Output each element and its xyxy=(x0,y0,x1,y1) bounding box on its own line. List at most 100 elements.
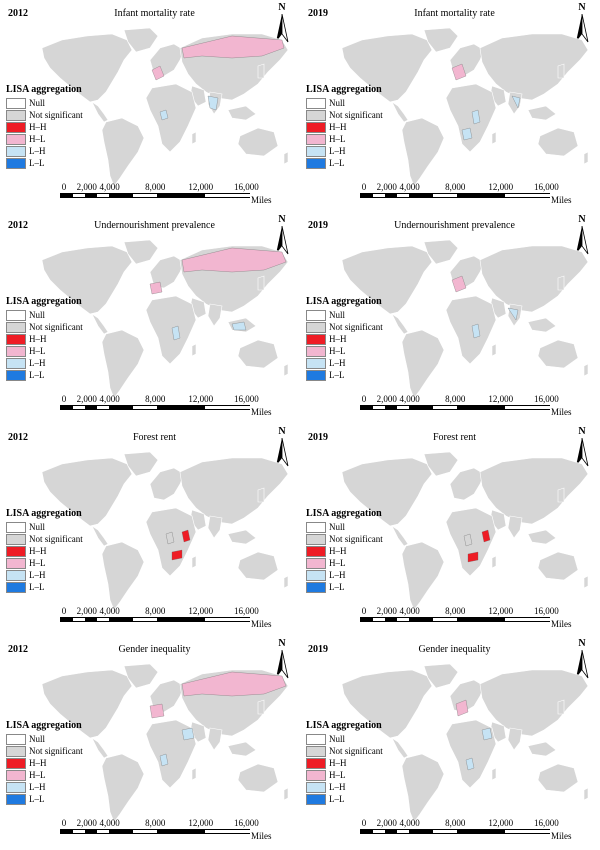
map-panel-5: 2012 Forest rent N LISA aggregation Null… xyxy=(2,424,298,634)
panel-title: Gender inequality xyxy=(418,644,491,655)
scale-unit: Miles xyxy=(251,407,272,417)
lisa-cluster-region xyxy=(171,325,181,341)
north-arrow-icon: N xyxy=(274,638,290,682)
legend-item: Not significant xyxy=(306,746,426,758)
legend-label: L–L xyxy=(29,794,45,804)
panel-title: Infant mortality rate xyxy=(414,8,495,19)
legend-swatch xyxy=(306,770,326,781)
scale-segment xyxy=(61,406,73,409)
legend-item: H–L xyxy=(306,558,426,570)
north-label: N xyxy=(578,638,586,649)
legend-swatch xyxy=(306,370,326,381)
legend-swatch xyxy=(6,794,26,805)
lisa-cluster-region xyxy=(151,65,165,81)
legend-item: L–H xyxy=(6,358,126,370)
legend-item: L–L xyxy=(306,794,426,806)
scale-segment xyxy=(361,830,373,833)
legend-swatch xyxy=(6,98,26,109)
legend-item: L–H xyxy=(6,146,126,158)
legend-item: Not significant xyxy=(6,534,126,546)
legend-swatch xyxy=(306,310,326,321)
legend-item: H–L xyxy=(6,346,126,358)
lisa-cluster-region xyxy=(481,529,491,543)
scale-segment xyxy=(61,194,73,197)
legend-item: H–H xyxy=(306,546,426,558)
scale-tick-label: 4,000 xyxy=(99,606,120,616)
north-label: N xyxy=(578,214,586,225)
scale-segment xyxy=(397,830,409,833)
scale-segment xyxy=(457,194,505,197)
scale-tick-label: 0 xyxy=(361,818,367,828)
legend-label: H–L xyxy=(329,134,346,144)
scale-segment xyxy=(433,194,457,197)
scale-bar: 0 2,000 4,000 8,000 12,000 16,000 Miles xyxy=(360,394,572,420)
legend-swatch xyxy=(306,758,326,769)
north-arrow-icon: N xyxy=(274,426,290,470)
legend-swatch xyxy=(6,758,26,769)
legend-label: Null xyxy=(29,310,46,320)
lisa-cluster-region xyxy=(465,757,475,771)
legend-label: Not significant xyxy=(329,110,383,120)
scale-segment xyxy=(157,406,205,409)
scale-tick-label: 2,000 xyxy=(376,606,397,616)
legend-item: Null xyxy=(306,522,426,534)
scale-segment xyxy=(73,618,85,621)
scale-unit: Miles xyxy=(551,619,572,629)
scale-segment xyxy=(409,618,433,621)
scale-tick-label: 4,000 xyxy=(399,818,420,828)
legend-item: L–L xyxy=(6,794,126,806)
scale-segment xyxy=(157,194,205,197)
lisa-cluster-region xyxy=(461,127,473,141)
scale-segment xyxy=(205,194,251,197)
scale-bar-graphic xyxy=(60,405,251,410)
legend-item: H–L xyxy=(6,770,126,782)
scale-segment xyxy=(85,830,97,833)
scale-segment xyxy=(397,618,409,621)
scale-tick-label: 16,000 xyxy=(234,818,259,828)
legend-title: LISA aggregation xyxy=(306,720,382,731)
scale-segment xyxy=(157,618,205,621)
legend-label: H–L xyxy=(29,346,46,356)
lisa-cluster-region xyxy=(481,727,493,741)
lisa-cluster-region xyxy=(463,533,473,547)
world-map xyxy=(41,663,289,822)
legend-label: Null xyxy=(329,98,346,108)
scale-segment xyxy=(73,830,85,833)
legend-item: H–H xyxy=(6,122,126,134)
legend-label: Not significant xyxy=(29,746,83,756)
legend-swatch xyxy=(6,546,26,557)
lisa-legend: LISA aggregation Null Not significant H–H H… xyxy=(6,720,126,806)
scale-tick-label: 16,000 xyxy=(534,818,559,828)
scale-segment xyxy=(97,830,109,833)
scale-segment xyxy=(85,618,97,621)
legend-label: H–H xyxy=(329,334,347,344)
lisa-legend: LISA aggregation Null Not significant H–H H… xyxy=(6,84,126,170)
scale-tick-label: 0 xyxy=(61,818,67,828)
legend-label: L–H xyxy=(329,570,346,580)
scale-segment xyxy=(205,830,251,833)
legend-item: L–H xyxy=(306,358,426,370)
map-panel-6: 2019 Forest rent N LISA aggregation Null… xyxy=(302,424,598,634)
legend-label: L–H xyxy=(29,146,46,156)
legend-swatch xyxy=(306,782,326,793)
legend-item: H–H xyxy=(306,122,426,134)
panel-title: Forest rent xyxy=(432,432,477,443)
scale-segment xyxy=(373,618,385,621)
legend-swatch xyxy=(6,346,26,357)
scale-tick-label: 0 xyxy=(61,606,67,616)
scale-tick-label: 12,000 xyxy=(188,182,214,192)
legend-label: Not significant xyxy=(329,322,383,332)
legend-swatch xyxy=(306,582,326,593)
lisa-cluster-region xyxy=(181,529,191,543)
legend-item: H–H xyxy=(6,546,126,558)
scale-tick-label: 12,000 xyxy=(188,394,214,404)
legend-swatch xyxy=(6,110,26,121)
lisa-cluster-region xyxy=(181,247,287,273)
lisa-legend: LISA aggregation Null Not significant H–H H… xyxy=(6,508,126,594)
legend-label: Null xyxy=(29,522,46,532)
legend-item: Null xyxy=(6,98,126,110)
legend-item: L–L xyxy=(6,370,126,382)
map-panel-4: 2019 Undernourishment prevalence N LISA … xyxy=(302,212,598,422)
panel-title: Infant mortality rate xyxy=(114,8,195,19)
world-map xyxy=(341,239,589,398)
